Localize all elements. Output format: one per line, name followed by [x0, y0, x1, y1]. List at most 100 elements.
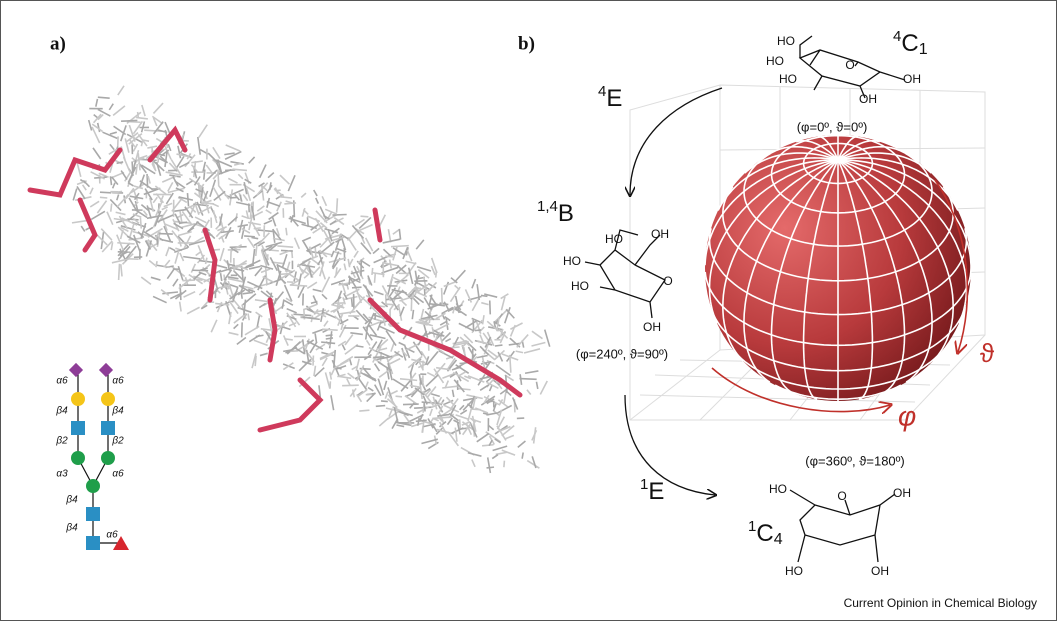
stick [442, 288, 443, 305]
glcnac [101, 421, 115, 435]
stick [163, 266, 169, 267]
stick [504, 461, 505, 468]
stick [352, 287, 362, 288]
stick [100, 197, 107, 198]
stick [244, 236, 255, 237]
atom-label: HO [779, 72, 797, 86]
atom-label: O [845, 58, 854, 72]
stick [376, 406, 385, 407]
atom-label: OH [651, 227, 669, 241]
atom-label: OH [643, 320, 661, 334]
stick [183, 280, 195, 281]
linkage-label: α6 [106, 530, 118, 541]
stick [98, 97, 110, 98]
stick [322, 329, 337, 330]
coords: (φ=0º, ϑ=0º) [797, 119, 868, 134]
footer: Current Opinion in Chemical Biology [844, 596, 1037, 610]
subscript: 4 [774, 531, 783, 548]
phi-label: φ [898, 400, 916, 431]
panel-label: b) [518, 33, 535, 54]
base: C [756, 520, 773, 547]
atom-label: OH [903, 72, 921, 86]
stick [436, 271, 437, 278]
superscript: 4 [893, 28, 901, 45]
mannose [71, 451, 85, 465]
stick [373, 357, 384, 358]
stick [522, 452, 523, 458]
stick [240, 195, 241, 202]
stick [280, 273, 290, 274]
stick [336, 267, 337, 276]
mannose [101, 451, 115, 465]
atom-label: OH [871, 564, 889, 578]
galactose [71, 392, 85, 406]
stick [255, 356, 256, 366]
stick [482, 445, 493, 446]
stick [326, 335, 333, 336]
base: E [648, 478, 664, 505]
stick [416, 420, 427, 421]
atom-label: HO [571, 279, 589, 293]
stick [337, 198, 338, 212]
atom-label: O [837, 489, 846, 503]
stick [196, 279, 203, 280]
stick [356, 346, 363, 347]
linkage-label: β2 [55, 436, 68, 447]
stick [138, 112, 139, 118]
atom-label: OH [859, 92, 877, 106]
glcnac [86, 536, 100, 550]
stick [424, 403, 425, 412]
stick [158, 234, 173, 235]
stick [385, 256, 393, 257]
atom-label: O [663, 274, 672, 288]
linkage-label: α6 [112, 469, 124, 480]
superscript: 1,4 [537, 198, 558, 215]
glcnac [86, 507, 100, 521]
stick [119, 264, 120, 280]
stick [140, 218, 141, 229]
stick [111, 204, 112, 212]
stick [495, 345, 503, 346]
atom-label: HO [785, 564, 803, 578]
stick [342, 385, 359, 386]
linkage-label: β4 [65, 495, 78, 506]
base: C [901, 30, 918, 57]
stick [490, 300, 491, 314]
superscript: 4 [598, 83, 606, 100]
stick [381, 401, 388, 402]
linkage-label: β4 [65, 523, 78, 534]
mannose [86, 479, 100, 493]
stick [471, 409, 480, 410]
atom-label: OH [893, 486, 911, 500]
subscript: 1 [919, 41, 928, 58]
atom-label: HO [766, 54, 784, 68]
theta-label: ϑ [980, 338, 995, 368]
atom-label: HO [769, 482, 787, 496]
stick [385, 304, 394, 305]
superscript: 1 [748, 518, 756, 535]
linkage-label: β2 [111, 436, 124, 447]
stick [121, 120, 137, 121]
stick [391, 246, 409, 247]
stick [359, 410, 369, 411]
stick [100, 192, 111, 193]
stick [360, 216, 368, 217]
stick [396, 396, 402, 397]
stick [460, 419, 461, 428]
atom-label: HO [605, 232, 623, 246]
stick [332, 215, 346, 216]
stick [403, 404, 419, 405]
superscript: 1 [640, 476, 648, 493]
linkage-label: α3 [56, 469, 68, 480]
stick [286, 228, 287, 236]
atom-label: HO [563, 254, 581, 268]
stick [372, 268, 373, 275]
glcnac [71, 421, 85, 435]
stick [284, 203, 296, 204]
stick [519, 379, 536, 380]
linkage-label: α6 [56, 376, 68, 387]
linkage-label: α6 [112, 376, 124, 387]
stick [414, 407, 432, 408]
stick [315, 246, 316, 256]
stick [349, 277, 350, 285]
